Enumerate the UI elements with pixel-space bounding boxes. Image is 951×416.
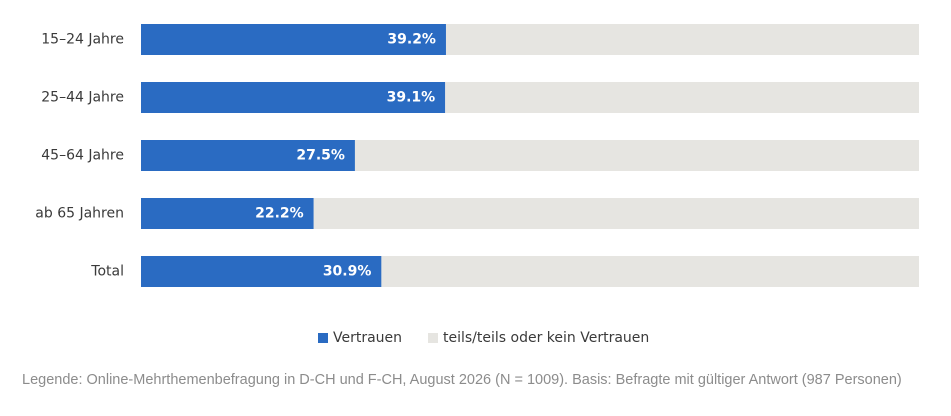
bar-rest [445, 82, 919, 113]
bar-vertrauen [141, 82, 446, 113]
category-label: Total [90, 264, 124, 280]
legend-label: teils/teils oder kein Vertrauen [443, 330, 649, 346]
bar-vertrauen [141, 198, 314, 229]
bars-layer: 15–24 Jahre 39.2% 25–44 Jahre 39.1% 45–64 Ja… [35, 24, 920, 287]
category-label: 45–64 Jahre [41, 148, 124, 164]
bar-rest [354, 140, 919, 171]
bar-rest [313, 198, 919, 229]
bar-vertrauen [141, 24, 446, 55]
chart-caption: Legende: Online-Mehrthemenbefragung in D… [22, 372, 902, 388]
data-label: 30.9% [323, 264, 372, 280]
bar-vertrauen [141, 140, 355, 171]
bar-rest [381, 256, 920, 287]
bar-rest [445, 24, 919, 55]
category-label: ab 65 Jahren [35, 206, 124, 222]
data-label: 39.1% [387, 90, 436, 106]
legend-label: Vertrauen [333, 330, 402, 346]
data-label: 27.5% [296, 148, 345, 164]
legend-swatch [428, 333, 438, 343]
data-label: 39.2% [387, 32, 436, 48]
bar-vertrauen [141, 256, 382, 287]
legend-swatch [318, 333, 328, 343]
category-label: 15–24 Jahre [41, 32, 124, 48]
category-label: 25–44 Jahre [41, 90, 124, 106]
data-label: 22.2% [255, 206, 304, 222]
legend: Vertrauen teils/teils oder kein Vertrauen [318, 330, 649, 346]
